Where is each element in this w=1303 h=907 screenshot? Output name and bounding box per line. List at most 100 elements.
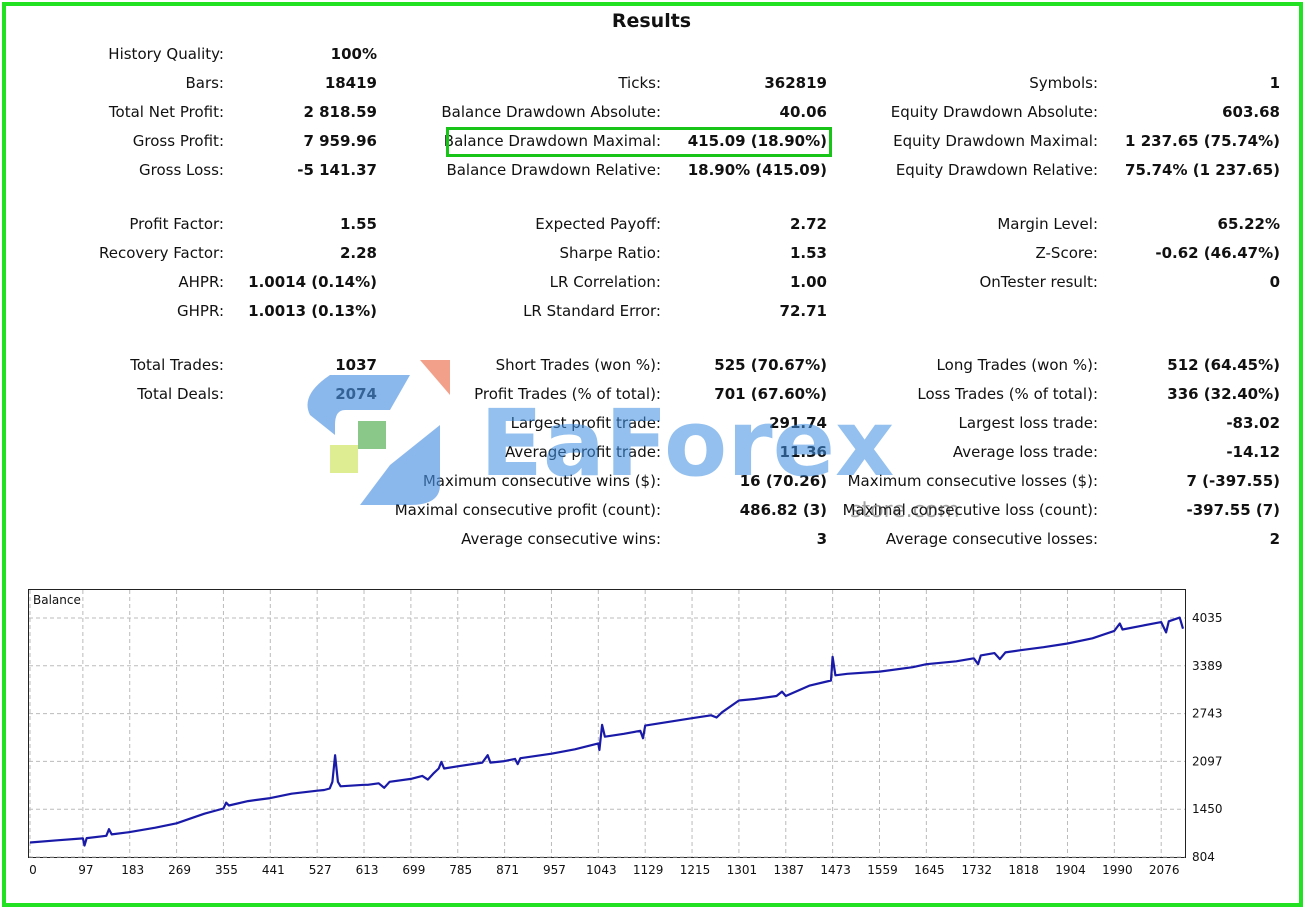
stat-value: 415.09 (18.90%) (687, 132, 827, 150)
stat-value: 18.90% (415.09) (687, 161, 827, 179)
highlight-box (446, 127, 832, 157)
stat-value: 7 (-397.55) (1186, 472, 1280, 490)
stat-value: -0.62 (46.47%) (1155, 244, 1280, 262)
x-tick-label: 785 (449, 863, 472, 877)
stat-value: 11.36 (779, 443, 827, 461)
stat-label: Short Trades (won %): (495, 356, 661, 374)
stat-value: 1037 (335, 356, 377, 374)
stat-value: 65.22% (1217, 215, 1280, 233)
stat-value: 3 (816, 530, 827, 548)
stat-label: Maximum consecutive wins ($): (422, 472, 661, 490)
x-tick-label: 1732 (961, 863, 992, 877)
stat-value: 603.68 (1222, 103, 1280, 121)
stat-label: Gross Loss: (139, 161, 224, 179)
stat-label: Balance Drawdown Relative: (446, 161, 661, 179)
stat-value: 512 (64.45%) (1167, 356, 1280, 374)
stat-label: GHPR: (177, 302, 224, 320)
y-tick-label: 3389 (1192, 659, 1223, 673)
stat-label: Balance Drawdown Maximal: (443, 132, 661, 150)
stat-value: 291.74 (769, 414, 827, 432)
stat-label: Total Deals: (137, 385, 224, 403)
stat-label: Equity Drawdown Maximal: (893, 132, 1098, 150)
stat-label: Symbols: (1029, 74, 1098, 92)
stat-value: 362819 (764, 74, 827, 92)
x-tick-label: 0 (29, 863, 37, 877)
stat-value: 486.82 (3) (739, 501, 827, 519)
stat-value: 16 (70.26) (739, 472, 827, 490)
x-tick-label: 1129 (633, 863, 664, 877)
stat-label: History Quality: (108, 45, 224, 63)
stat-label: Z-Score: (1035, 244, 1099, 262)
stat-value: 1.0014 (0.14%) (248, 273, 377, 291)
x-tick-label: 1473 (820, 863, 851, 877)
x-tick-label: 97 (78, 863, 93, 877)
stat-label: Equity Drawdown Absolute: (890, 103, 1098, 121)
stat-label: Expected Payoff: (535, 215, 661, 233)
x-tick-label: 1301 (727, 863, 758, 877)
stat-label: Long Trades (won %): (936, 356, 1098, 374)
stat-label: Profit Factor: (129, 215, 224, 233)
stat-label: Average consecutive wins: (461, 530, 661, 548)
stat-value: 1.53 (789, 244, 827, 262)
stat-label: Maximal consecutive profit (count): (394, 501, 661, 519)
y-tick-label: 804 (1192, 850, 1215, 864)
stat-value: -397.55 (7) (1186, 501, 1280, 519)
stat-value: 2 818.59 (303, 103, 377, 121)
stat-label: OnTester result: (979, 273, 1098, 291)
stat-value: 72.71 (779, 302, 827, 320)
stat-label: Largest loss trade: (958, 414, 1098, 432)
stat-value: 1 237.65 (75.74%) (1125, 132, 1280, 150)
x-tick-label: 1215 (680, 863, 711, 877)
x-tick-label: 441 (262, 863, 285, 877)
stat-value: 1 (1269, 74, 1280, 92)
stat-value: 1.0013 (0.13%) (248, 302, 377, 320)
stat-label: Margin Level: (997, 215, 1098, 233)
x-tick-label: 957 (543, 863, 566, 877)
stat-value: 0 (1269, 273, 1280, 291)
stat-label: AHPR: (178, 273, 224, 291)
stat-label: Profit Trades (% of total): (474, 385, 661, 403)
x-tick-label: 1990 (1102, 863, 1133, 877)
balance-chart: Balance (28, 589, 1186, 858)
stat-label: LR Correlation: (549, 273, 661, 291)
stat-value: 701 (67.60%) (714, 385, 827, 403)
stat-label: Average profit trade: (504, 443, 661, 461)
stat-label: Ticks: (618, 74, 661, 92)
stat-value: -5 141.37 (297, 161, 377, 179)
stat-value: 2.28 (339, 244, 377, 262)
stat-value: 7 959.96 (303, 132, 377, 150)
x-tick-label: 2076 (1149, 863, 1180, 877)
page-title: Results (611, 10, 692, 32)
stat-value: -83.02 (1226, 414, 1280, 432)
x-tick-label: 871 (496, 863, 519, 877)
stat-value: 1.55 (339, 215, 377, 233)
x-tick-label: 355 (215, 863, 238, 877)
x-tick-label: 1559 (867, 863, 898, 877)
stat-value: -14.12 (1226, 443, 1280, 461)
x-tick-label: 613 (356, 863, 379, 877)
stat-label: Balance Drawdown Absolute: (441, 103, 661, 121)
stat-label: Average loss trade: (952, 443, 1098, 461)
x-tick-label: 269 (168, 863, 191, 877)
chart-title: Balance (33, 593, 81, 607)
stat-value: 2.72 (789, 215, 827, 233)
stat-label: LR Standard Error: (523, 302, 661, 320)
stat-value: 1.00 (789, 273, 827, 291)
x-tick-label: 1645 (914, 863, 945, 877)
stat-label: Gross Profit: (132, 132, 224, 150)
stat-label: Total Net Profit: (108, 103, 224, 121)
x-tick-label: 527 (309, 863, 332, 877)
stat-label: Equity Drawdown Relative: (895, 161, 1098, 179)
stat-value: 18419 (324, 74, 377, 92)
x-tick-label: 699 (402, 863, 425, 877)
y-tick-label: 2097 (1192, 754, 1223, 768)
stat-label: Maximal consecutive loss (count): (842, 501, 1098, 519)
x-tick-label: 1387 (773, 863, 804, 877)
x-tick-label: 1904 (1055, 863, 1086, 877)
stat-label: Average consecutive losses: (885, 530, 1098, 548)
stat-label: Loss Trades (% of total): (917, 385, 1098, 403)
stat-value: 525 (70.67%) (714, 356, 827, 374)
stat-value: 336 (32.40%) (1167, 385, 1280, 403)
